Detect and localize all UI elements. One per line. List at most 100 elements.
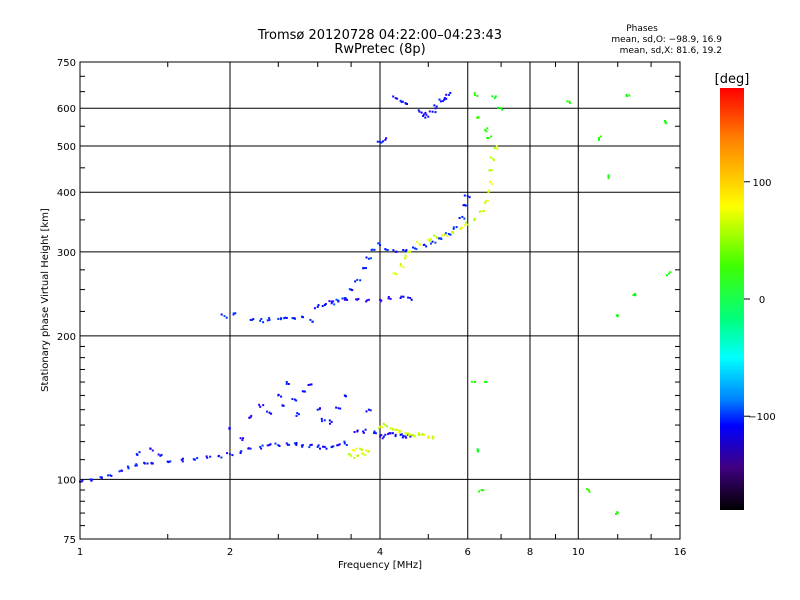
data-point <box>220 313 223 316</box>
data-point <box>402 265 405 268</box>
data-point <box>473 93 476 96</box>
data-point <box>490 182 493 185</box>
data-point <box>461 215 464 218</box>
data-point <box>329 422 331 425</box>
data-point <box>490 169 493 172</box>
data-point <box>247 447 250 450</box>
data-point <box>464 204 467 207</box>
data-point <box>251 318 253 321</box>
data-point <box>317 444 320 447</box>
data-point <box>341 297 344 300</box>
data-point <box>387 296 390 298</box>
data-point <box>280 395 283 398</box>
data-point <box>404 256 407 259</box>
data-point <box>80 480 83 483</box>
data-point <box>409 297 412 299</box>
data-point <box>232 312 235 315</box>
data-point <box>229 453 231 456</box>
data-point <box>384 138 387 141</box>
x-tick-label: 16 <box>674 547 687 558</box>
data-point <box>452 227 455 230</box>
data-point <box>405 249 408 252</box>
data-point <box>331 301 334 304</box>
data-point <box>367 450 370 453</box>
data-point <box>209 455 212 458</box>
data-point <box>379 244 381 246</box>
data-point <box>438 237 440 240</box>
data-point <box>337 299 340 302</box>
data-point <box>495 145 498 148</box>
data-point <box>422 113 425 116</box>
data-point <box>462 204 465 207</box>
x-tick-label: 6 <box>465 547 471 558</box>
data-point <box>402 249 405 251</box>
data-point <box>304 390 306 393</box>
data-point <box>478 210 481 213</box>
data-point <box>110 474 113 477</box>
data-point <box>260 318 263 320</box>
data-point <box>379 140 381 143</box>
data-point <box>373 432 376 434</box>
data-point <box>353 456 356 459</box>
data-point <box>407 250 410 253</box>
data-point <box>293 317 296 320</box>
data-point <box>396 97 399 100</box>
data-point <box>180 458 183 461</box>
data-point <box>220 456 223 459</box>
data-point <box>146 462 149 465</box>
y-tick-label: 500 <box>57 142 76 153</box>
data-point <box>234 312 237 315</box>
data-point <box>248 416 251 419</box>
colorbar <box>720 88 744 510</box>
data-point <box>241 439 244 442</box>
data-point <box>293 442 296 445</box>
data-point <box>356 298 359 301</box>
data-point <box>278 445 281 447</box>
data-point <box>464 224 466 227</box>
data-point <box>493 147 496 150</box>
data-point <box>465 221 467 224</box>
data-point <box>598 138 600 141</box>
data-point <box>488 190 491 193</box>
data-point <box>482 489 485 492</box>
data-point <box>359 279 362 282</box>
y-tick-label: 400 <box>57 188 76 199</box>
data-point <box>434 107 437 110</box>
data-point <box>460 227 462 230</box>
data-point <box>295 414 298 417</box>
data-point <box>490 135 492 138</box>
data-point <box>491 95 494 98</box>
data-point <box>378 242 381 245</box>
data-point <box>282 404 285 407</box>
data-point <box>373 248 376 251</box>
data-point <box>365 256 368 259</box>
data-point <box>427 238 430 241</box>
data-point <box>484 201 487 204</box>
data-point <box>394 428 397 431</box>
data-point <box>337 444 340 447</box>
data-point <box>444 232 447 235</box>
data-point <box>363 267 366 269</box>
data-point <box>405 436 408 439</box>
data-point <box>480 489 483 491</box>
data-point <box>332 300 335 303</box>
data-point <box>421 433 424 436</box>
data-point <box>433 104 436 107</box>
data-point <box>288 443 291 446</box>
data-point <box>90 479 93 482</box>
data-point <box>249 447 252 450</box>
data-point <box>407 433 409 436</box>
data-point <box>425 113 428 116</box>
colorbar-tick-label: 100 <box>752 178 771 189</box>
data-point <box>395 250 398 253</box>
y-tick-label: 300 <box>57 248 76 259</box>
data-point <box>181 460 184 463</box>
data-point <box>143 461 146 464</box>
data-point <box>447 233 450 235</box>
data-point <box>400 295 403 298</box>
data-point <box>452 231 455 234</box>
data-point <box>285 317 288 319</box>
data-point <box>455 226 458 229</box>
data-point <box>385 137 388 140</box>
